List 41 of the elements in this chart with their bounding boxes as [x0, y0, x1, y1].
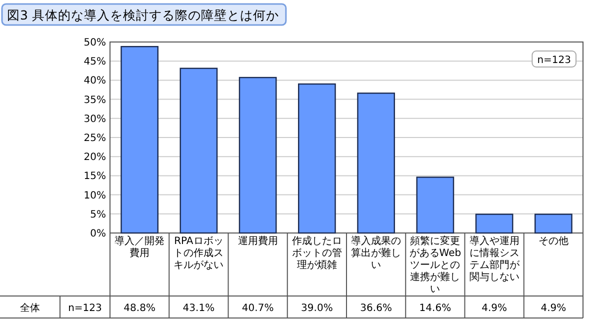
- bar: [120, 46, 158, 234]
- bar: [298, 83, 336, 234]
- bar: [357, 92, 395, 234]
- bar: [238, 76, 277, 234]
- chart-title: 図3 具体的な導入を検討する際の障壁とは何か: [7, 8, 279, 22]
- data-label: 39.0%: [301, 303, 333, 314]
- y-tick-label: 35%: [84, 94, 106, 106]
- x-tick-label: その他: [537, 236, 570, 248]
- title: 図3 具体的な導入を検討する際の障壁とは何か: [1, 3, 287, 26]
- y-tick-label: 45%: [84, 56, 106, 68]
- text: 全体: [20, 303, 40, 314]
- bar: [475, 214, 514, 234]
- y-tick-label: 5%: [90, 209, 106, 220]
- x-tick-label: 導入／開発費用: [114, 236, 166, 260]
- y-tick-label: 10%: [84, 190, 106, 202]
- data-label: 40.7%: [242, 303, 274, 314]
- data-label: 4.9%: [482, 303, 508, 314]
- x-tick-label: 運用費用: [236, 236, 279, 248]
- data-label: 48.8%: [124, 303, 156, 314]
- y-tick-label: 50%: [84, 38, 106, 48]
- bar: [180, 68, 218, 234]
- x-tick-label: 作成したロボットの管理が煩雑: [290, 236, 343, 272]
- data-label: 43.1%: [182, 303, 215, 314]
- y-tick-label: 20%: [84, 152, 106, 164]
- x-tick-label: 頻繁に変更があるWebツールとの連携が難しい: [408, 236, 462, 296]
- annotation: n=123: [537, 55, 571, 66]
- data-label: 14.6%: [419, 303, 452, 314]
- bar: [534, 214, 572, 234]
- bar: [416, 176, 454, 234]
- x-tick-label: RPAロボットの作成スキルがない: [172, 236, 225, 272]
- annotation: n=123: [532, 50, 576, 68]
- x-tick-label: 導入や運用に情報システム部門が関与しない: [468, 236, 520, 284]
- y-tick-label: 15%: [84, 171, 106, 182]
- text: n=123: [68, 303, 102, 314]
- x-tick-label: 導入成果の算出が難しい: [350, 236, 402, 272]
- y-tick-label: 25%: [84, 133, 106, 144]
- data-label: 4.9%: [540, 303, 566, 314]
- y-tick-label: 0%: [90, 228, 106, 240]
- y-tick-label: 40%: [84, 76, 106, 87]
- y-tick-label: 30%: [84, 114, 106, 125]
- data-label: 36.6%: [360, 303, 392, 314]
